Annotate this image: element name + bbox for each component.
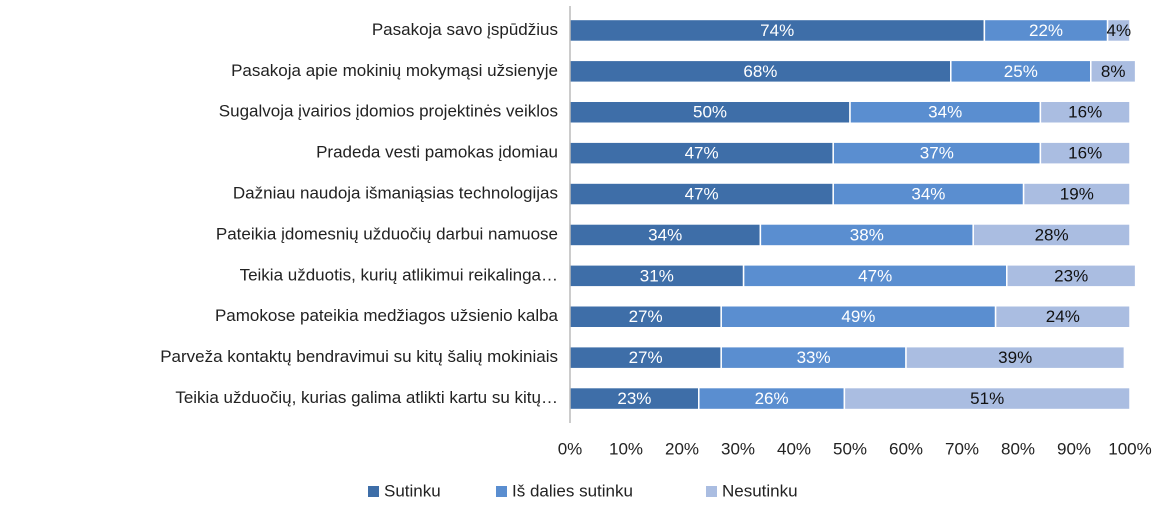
value-label: 4%: [1107, 21, 1132, 40]
value-label: 19%: [1060, 185, 1094, 204]
value-label: 37%: [920, 144, 954, 163]
bar-segment: [1106, 18, 1131, 43]
legend-swatch: [496, 486, 507, 497]
bar-segment: [905, 345, 1126, 370]
x-tick-label: 60%: [889, 439, 923, 458]
bar-segment: [1039, 141, 1131, 165]
value-label: 34%: [648, 225, 682, 244]
legend-label: Sutinku: [384, 481, 441, 500]
x-tick-label: 50%: [833, 439, 867, 458]
x-tick-label: 0%: [558, 439, 583, 458]
category-label: Pasakoja savo įspūdžius: [372, 20, 558, 39]
category-label: Parveža kontaktų bendravimui su kitų šal…: [160, 347, 558, 366]
bar-segment: [843, 386, 1131, 411]
value-label: 38%: [850, 225, 884, 244]
x-tick-label: 80%: [1001, 439, 1035, 458]
value-label: 27%: [629, 348, 663, 367]
legend-label: Nesutinku: [722, 481, 798, 500]
value-label: 16%: [1068, 144, 1102, 163]
value-label: 34%: [911, 185, 945, 204]
value-label: 22%: [1029, 21, 1063, 40]
value-label: 39%: [998, 348, 1032, 367]
x-tick-label: 40%: [777, 439, 811, 458]
x-tick-label: 90%: [1057, 439, 1091, 458]
value-label: 50%: [693, 103, 727, 122]
x-tick-label: 70%: [945, 439, 979, 458]
value-label: 51%: [970, 389, 1004, 408]
legend-label: Iš dalies sutinku: [512, 481, 633, 500]
value-label: 49%: [841, 307, 875, 326]
bar-segment: [994, 305, 1131, 329]
category-label: Pradeda vesti pamokas įdomiau: [316, 143, 558, 162]
bar-segment: [1039, 100, 1131, 124]
value-label: 28%: [1035, 225, 1069, 244]
legend-swatch: [706, 486, 717, 497]
category-label: Teikia užduočių, kurias galima atlikti k…: [175, 388, 558, 407]
value-label: 47%: [685, 144, 719, 163]
value-label: 34%: [928, 103, 962, 122]
x-tick-label: 20%: [665, 439, 699, 458]
category-label: Sugalvoja įvairios įdomios projektinės v…: [219, 102, 558, 121]
bar-segment: [972, 223, 1131, 247]
category-label: Pamokose pateikia medžiagos užsienio kal…: [215, 306, 559, 325]
value-label: 24%: [1046, 307, 1080, 326]
x-tick-label: 10%: [609, 439, 643, 458]
category-label: Dažniau naudoja išmaniąsias technologija…: [233, 184, 558, 203]
x-tick-label: 100%: [1108, 439, 1151, 458]
value-label: 25%: [1004, 62, 1038, 81]
category-label: Pateikia įdomesnių užduočių darbui namuo…: [216, 224, 558, 243]
value-label: 47%: [685, 185, 719, 204]
value-label: 23%: [617, 389, 651, 408]
value-label: 8%: [1101, 62, 1126, 81]
bar-segment: [1022, 182, 1131, 206]
value-label: 16%: [1068, 103, 1102, 122]
value-label: 47%: [858, 266, 892, 285]
value-label: 74%: [760, 21, 794, 40]
category-label: Pasakoja apie mokinių mokymąsi užsienyje: [231, 61, 558, 80]
value-label: 26%: [755, 389, 789, 408]
value-label: 23%: [1054, 266, 1088, 285]
value-label: 68%: [743, 62, 777, 81]
category-label: Teikia užduotis, kurių atlikimui reikali…: [240, 265, 558, 284]
x-tick-label: 30%: [721, 439, 755, 458]
value-label: 27%: [629, 307, 663, 326]
bar-segment: [1090, 59, 1137, 84]
value-label: 31%: [640, 266, 674, 285]
legend-swatch: [368, 486, 379, 497]
bar-segment: [1006, 264, 1137, 288]
value-label: 33%: [797, 348, 831, 367]
